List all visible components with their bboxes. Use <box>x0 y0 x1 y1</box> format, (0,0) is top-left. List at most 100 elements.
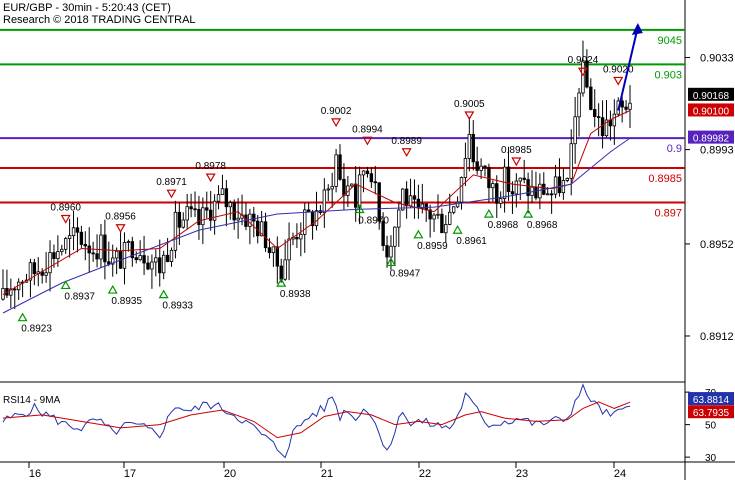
candle-body <box>596 116 601 119</box>
candle-body <box>373 181 377 184</box>
candle-body <box>279 265 283 280</box>
candle-body <box>451 206 456 213</box>
candle-body <box>71 227 76 237</box>
candle-body <box>185 206 189 221</box>
rsi-value-box <box>688 405 734 419</box>
candle-body <box>436 213 440 216</box>
candle-body <box>32 262 37 275</box>
candle-body <box>506 166 511 192</box>
candle-body <box>64 238 68 250</box>
candle-body <box>369 173 374 183</box>
rsi-tick-label: 50 <box>705 421 717 432</box>
swing-high-label: 0.8978 <box>195 161 226 172</box>
candle-body <box>79 231 84 245</box>
candle-body <box>361 170 366 176</box>
swing-high-label: 0.8956 <box>105 212 136 223</box>
candle-body <box>95 253 99 260</box>
level-label: 0.8985 <box>648 173 682 185</box>
swing-high-label: 0.8985 <box>501 145 532 156</box>
candle-body <box>549 193 554 196</box>
time-tick-label: 21 <box>321 468 333 480</box>
time-tick-label: 20 <box>224 468 236 480</box>
rsi-title: RSI14 - 9MA <box>3 395 61 406</box>
candle-body <box>353 183 358 208</box>
time-tick-label: 16 <box>29 468 41 480</box>
candle-body <box>381 220 385 246</box>
candle-body <box>114 250 119 259</box>
price-tag-box <box>688 130 734 144</box>
candle-body <box>303 209 307 235</box>
candle-body <box>338 154 342 180</box>
swing-low-label: 0.8937 <box>64 291 95 302</box>
rsi-value-label: 63.8814 <box>693 395 730 406</box>
candle-body <box>189 206 193 210</box>
price-tag-label: 0.90100 <box>693 106 730 117</box>
candle-body <box>330 186 334 190</box>
price-tick-label: 0.8912 <box>700 331 734 343</box>
candle-body <box>91 252 95 255</box>
swing-low-marker <box>107 284 118 294</box>
candle-body <box>299 233 303 240</box>
candle-body <box>122 242 127 269</box>
candle-body <box>283 259 287 280</box>
swing-low-marker <box>17 312 28 322</box>
swing-low-marker <box>523 208 534 218</box>
candle-body <box>256 220 260 237</box>
candle-body <box>510 191 515 195</box>
rsi-tick-label: 30 <box>705 453 717 464</box>
candle-body <box>624 106 628 110</box>
candle-body <box>467 133 472 159</box>
candle-body <box>67 235 72 239</box>
candle-body <box>165 254 170 262</box>
candle-body <box>134 257 138 261</box>
swing-high-label: 0.9005 <box>454 99 485 110</box>
candle-body <box>275 246 280 267</box>
candle-body <box>193 208 197 211</box>
candle-body <box>565 177 569 181</box>
swing-high-marker <box>205 173 216 183</box>
candle-body <box>538 183 542 199</box>
candle-body <box>52 252 56 259</box>
rsi-value-label: 63.7935 <box>693 408 730 419</box>
price-tag-box <box>688 103 734 117</box>
candle-body <box>397 209 401 228</box>
candle-body <box>483 165 487 168</box>
candle-body <box>463 158 468 178</box>
swing-high-label: 0.8960 <box>50 203 81 214</box>
swing-low-label: 0.8938 <box>280 289 311 300</box>
swing-high-marker <box>60 214 71 224</box>
swing-low-marker <box>354 204 365 214</box>
swing-high-label: 0.9020 <box>603 64 634 75</box>
candle-body <box>56 251 60 259</box>
candle-body <box>350 183 354 187</box>
swing-high-label: 0.8989 <box>391 136 422 147</box>
time-tick-label: 23 <box>516 468 528 480</box>
candle-body <box>342 178 346 196</box>
candle-body <box>495 183 499 204</box>
candle-body <box>228 202 232 208</box>
swing-high-marker <box>362 136 373 146</box>
candle-body <box>181 219 185 228</box>
candle-body <box>173 211 178 251</box>
swing-low-label: 0.8959 <box>417 241 448 252</box>
candle-body <box>287 238 291 261</box>
candle-body <box>514 180 519 195</box>
candle-body <box>498 198 503 204</box>
candle-body <box>44 272 48 276</box>
candle-body <box>357 174 362 208</box>
swing-high-marker <box>166 189 177 199</box>
candle-body <box>389 245 393 258</box>
candle-body <box>385 245 389 258</box>
swing-low-label: 0.8968 <box>527 220 558 231</box>
candle-body <box>491 183 495 189</box>
swing-high-label: 0.9002 <box>321 106 352 117</box>
time-tick-label: 24 <box>614 468 626 480</box>
swing-low-label: 0.8933 <box>162 301 193 312</box>
candle-body <box>138 255 142 261</box>
swing-low-label: 0.8968 <box>488 220 519 231</box>
swing-high-marker <box>577 67 589 77</box>
swing-high-marker <box>331 118 342 128</box>
candle-body <box>404 188 409 207</box>
forecast-arrow <box>617 26 639 111</box>
